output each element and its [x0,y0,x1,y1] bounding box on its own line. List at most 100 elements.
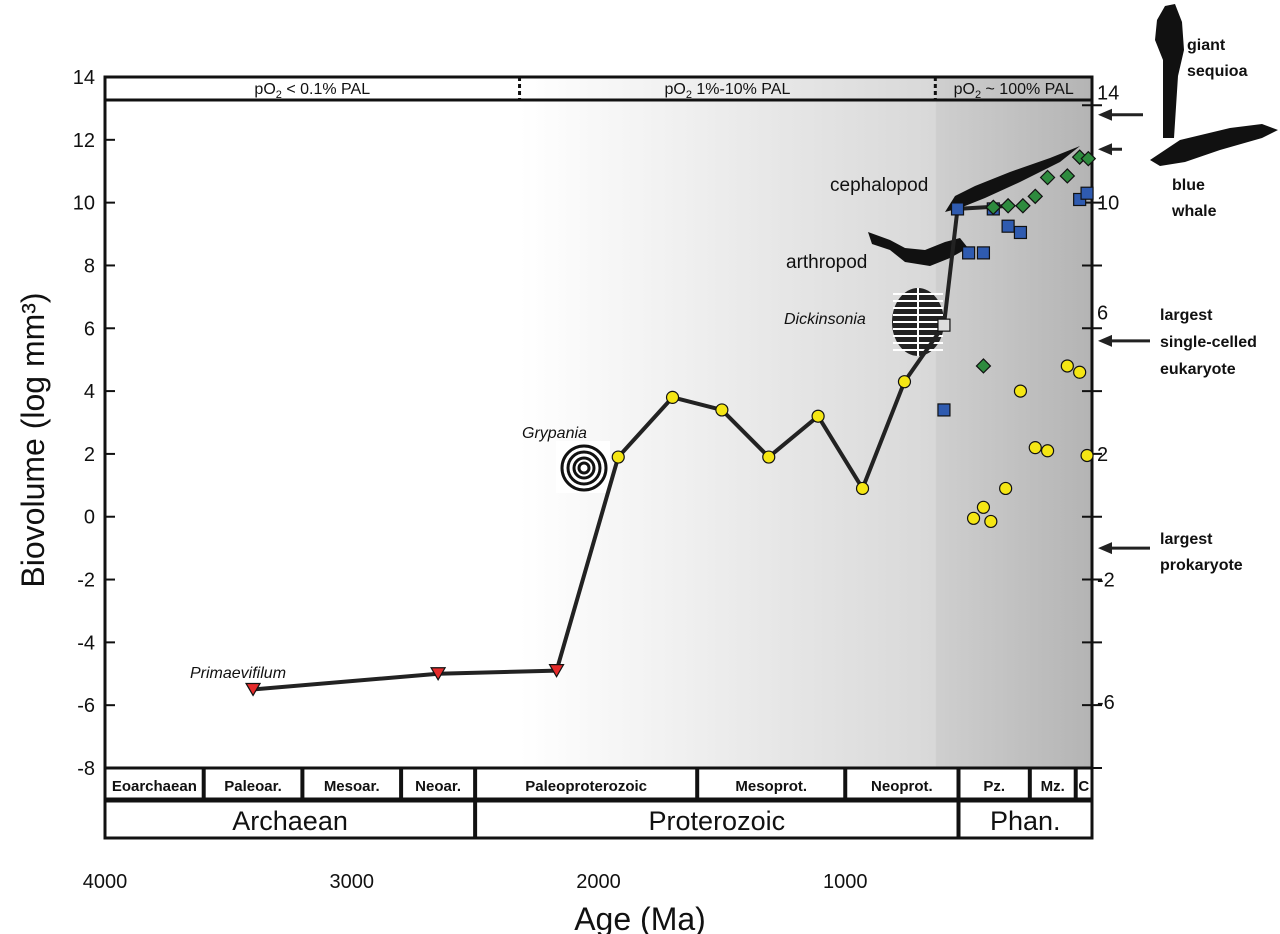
y-tick-label: 6 [84,318,95,340]
side-arrow-head [1098,542,1112,555]
data-point-square [976,246,991,260]
era-label: Mesoprot. [735,778,807,795]
y-tick-label: -4 [77,632,95,654]
data-point-circle [1040,444,1055,458]
data-point-circle [1080,448,1094,463]
eon-label: Archaean [232,806,348,836]
y-tick-label: -6 [77,695,95,717]
data-point-diamond [985,199,1002,216]
data-point-circle [1013,384,1028,398]
cephalopod-picture [945,146,1080,212]
grypania-picture [556,441,610,493]
right-tick-label: 14 [1097,83,1119,105]
data-point-circle [811,409,825,423]
annotation-grypania: Grypania [522,425,587,442]
data-point-triangle [245,682,262,697]
x-tick-label: 1000 [823,871,868,893]
right-tick-label: 10 [1097,193,1119,215]
era-label: Mesoar. [324,778,380,795]
y-tick-label: 2 [84,444,95,466]
grypania-coil [560,444,608,492]
y-axis-title: Biovolume (log mm³) [15,292,51,587]
annotation-arthropod: arthropod [786,252,867,273]
side-label-line: whale [1171,203,1217,220]
data-point-diamond [1015,197,1031,214]
x-tick-label: 4000 [83,871,128,893]
data-point-circle [1060,359,1074,373]
y-tick-label: 10 [73,193,95,215]
grypania-coil [566,450,602,486]
side-label-line: giant [1187,37,1226,54]
oxygen-band-label-0: pO2 < 0.1% PAL [254,81,370,101]
data-point-circle [999,481,1013,496]
data-point-triangle [548,664,565,678]
data-point-square [937,318,951,332]
data-point-diamond [1080,150,1097,167]
data-point-diamond [1059,168,1076,184]
y-tick-label: 4 [84,381,95,403]
data-point-circle [976,500,991,514]
era-label: Neoar. [415,778,461,795]
x-tick-label: 3000 [330,871,375,893]
oxygen-band-label-2: pO2 ~ 100% PAL [954,81,1074,101]
side-arrow-head [1098,108,1112,121]
data-point-square [1001,219,1015,233]
data-point-diamond [1027,188,1044,205]
data-point-circle [1073,365,1087,379]
era-label: Eoarchaean [112,778,197,795]
era-label: Pz. [983,778,1005,795]
side-label-line: blue [1172,177,1205,194]
y-tick-label: 12 [73,130,95,152]
data-point-circle [611,450,625,464]
annotation-dickinsonia: Dickinsonia [784,311,866,328]
era-label: Paleoproterozoic [525,778,647,795]
data-point-circle [966,511,981,525]
side-label-line: single-celled [1160,334,1257,351]
data-point-diamond [1039,169,1056,186]
era-label: Paleoar. [224,778,282,795]
side-arrow-head [1098,334,1112,347]
right-tick-label: -6 [1097,692,1115,714]
data-point-diamond [975,358,992,374]
right-tick-label: -2 [1097,570,1115,592]
x-tick-label: 2000 [576,871,621,893]
era-label: C [1078,778,1089,795]
data-point-circle [762,450,776,464]
side-label-line: eukaryote [1160,361,1236,378]
data-point-circle [984,514,998,529]
background-gradient [519,77,936,768]
side-label-line: prokaryote [1160,557,1243,574]
data-point-square [1080,186,1094,200]
y-tick-label: 8 [84,255,95,277]
data-point-circle [715,403,729,417]
dickinsonia-picture [892,288,944,356]
data-point-triangle [430,667,447,681]
data-point-circle [665,390,680,404]
timescale-box [103,766,1094,840]
era-label: Mz. [1041,778,1065,795]
data-point-square [1013,225,1028,240]
annotation-primaevifilum: Primaevifilum [190,665,286,682]
eon-label: Phan. [990,806,1061,836]
oxygen-band-label-1: pO2 1%-10% PAL [664,81,790,101]
background-phanerozoic [935,77,1092,768]
data-point-circle [897,375,912,389]
data-point-square [962,246,976,260]
y-tick-label: -8 [77,758,95,780]
grypania-coil [572,456,596,480]
right-tick-label: 2 [1097,444,1108,466]
y-tick-label: -2 [77,570,95,592]
data-point-circle [1028,441,1042,455]
side-label-line: sequioa [1187,63,1248,80]
x-axis-title: Age (Ma) [574,901,706,934]
data-point-square [937,403,951,417]
side-arrow-head [1098,143,1112,156]
era-label: Neoprot. [871,778,933,795]
data-point-square [950,202,965,216]
blue-whale-picture [1150,124,1278,166]
arthropod-picture [868,232,968,266]
data-point-diamond [1000,197,1016,214]
eon-label: Proterozoic [649,806,786,836]
y-tick-label: 14 [73,67,95,89]
